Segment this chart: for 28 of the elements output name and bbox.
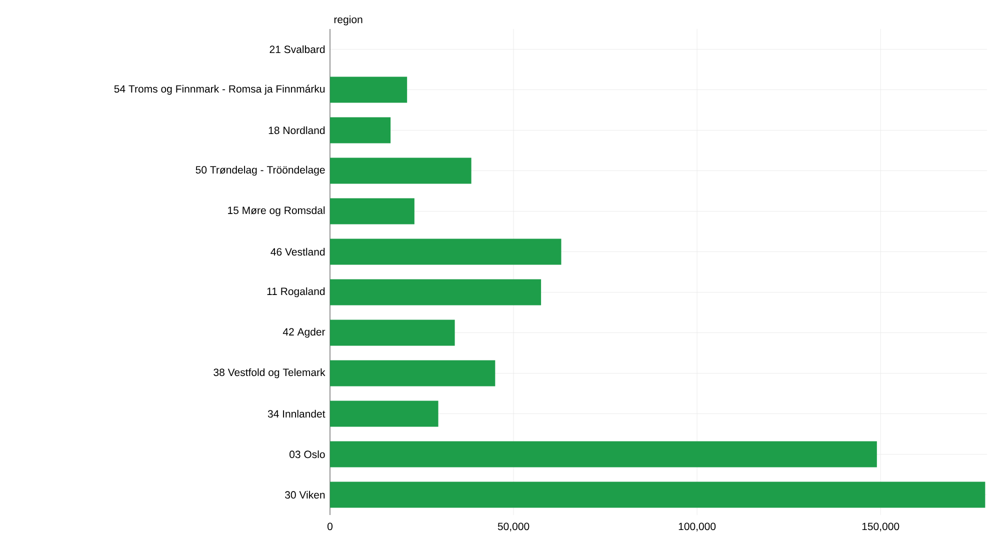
y-tick-label: 54 Troms og Finnmark - Romsa ja Finnmárku — [114, 84, 325, 95]
bar — [330, 441, 877, 468]
bar — [330, 482, 986, 508]
y-tick-label: 15 Møre og Romsdal — [228, 206, 325, 216]
y-tick-label: 03 Oslo — [290, 450, 325, 458]
x-tick-label: 150,000 — [862, 522, 900, 532]
y-axis-title: region — [334, 16, 362, 26]
y-tick-label: 42 Agder — [282, 328, 326, 338]
x-tick-label: 50,000 — [498, 522, 530, 532]
bar — [330, 400, 438, 427]
bar — [330, 279, 542, 306]
y-tick-label: 50 Trøndelag - Trööndelage — [196, 166, 325, 176]
y-tick-label: 34 Innlandet — [268, 410, 326, 418]
bar — [330, 117, 391, 144]
bar — [330, 360, 496, 386]
y-tick-label: 11 Rogaland — [267, 287, 325, 298]
y-tick-label: 30 Viken — [285, 490, 325, 499]
bar — [330, 76, 408, 103]
y-tick-label: 18 Nordland — [268, 126, 325, 134]
bar — [330, 198, 414, 224]
x-tick-label: 0 — [327, 522, 333, 530]
y-tick-label: 21 Svalbard — [270, 45, 325, 54]
x-tick-label: 100,000 — [678, 522, 716, 532]
bar — [330, 320, 455, 346]
y-tick-label: 38 Vestfold og Telemark — [214, 368, 326, 378]
bar — [330, 238, 562, 265]
y-tick-label: 46 Vestland — [270, 248, 325, 256]
bar — [330, 158, 472, 184]
